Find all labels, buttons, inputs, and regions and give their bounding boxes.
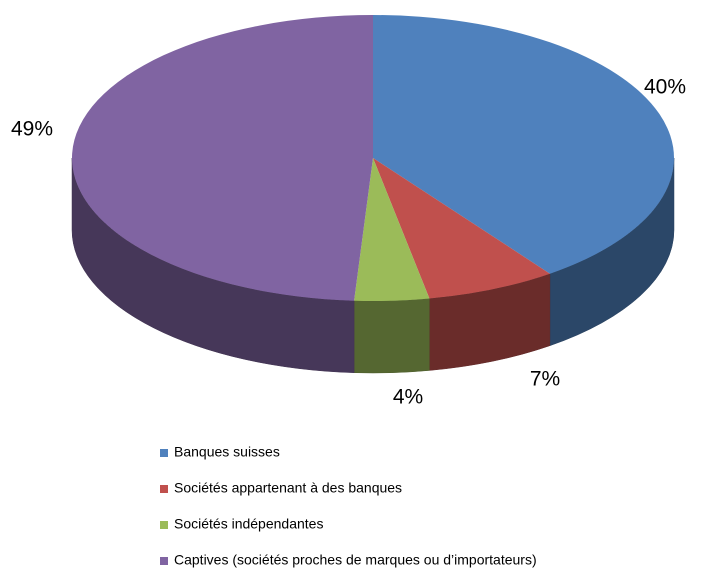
legend-swatch xyxy=(160,557,168,565)
slice xyxy=(373,15,674,274)
legend-label: Sociétés appartenant à des banques xyxy=(174,480,402,496)
legend-label: Captives (sociétés proches de marques ou… xyxy=(174,552,537,568)
legend-swatch xyxy=(160,485,168,493)
slice xyxy=(373,158,550,299)
legend-item: Sociétés appartenant à des banques xyxy=(160,480,402,496)
data-label: 7% xyxy=(530,368,560,391)
legend-item: Captives (sociétés proches de marques ou… xyxy=(160,552,537,568)
slice-side xyxy=(353,298,430,374)
slice xyxy=(354,158,430,302)
slice xyxy=(71,15,374,301)
legend-swatch xyxy=(160,521,168,529)
legend-item: Banques suisses xyxy=(160,444,280,460)
legend-item: Sociétés indépendantes xyxy=(160,516,323,532)
data-label: 40% xyxy=(644,76,686,99)
legend-swatch xyxy=(160,449,168,457)
data-label: 49% xyxy=(11,118,53,141)
legend-label: Banques suisses xyxy=(174,444,280,460)
legend-label: Sociétés indépendantes xyxy=(174,516,323,532)
data-label: 4% xyxy=(393,386,423,409)
